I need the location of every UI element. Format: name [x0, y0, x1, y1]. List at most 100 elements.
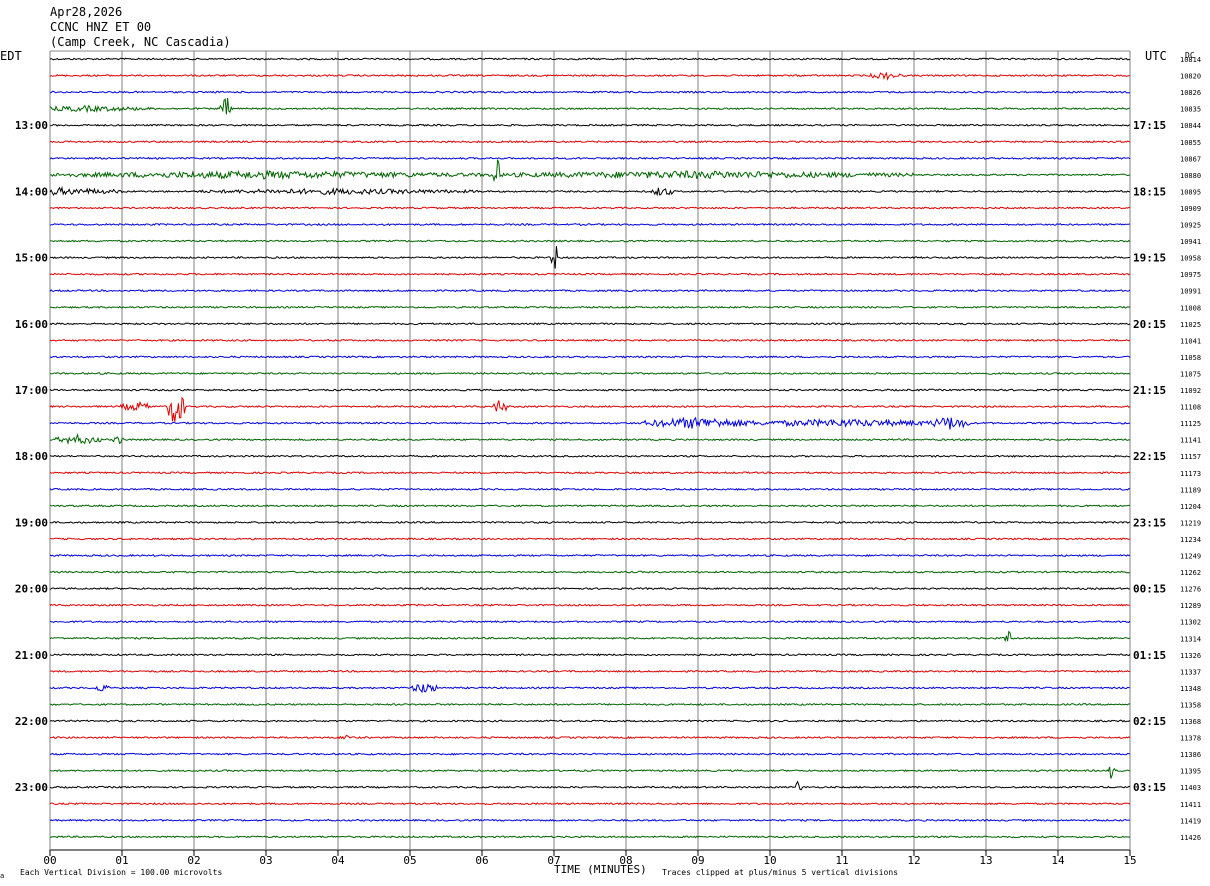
left-time-label: 18:00: [15, 450, 48, 463]
header-station: CCNC HNZ ET 00: [50, 20, 151, 34]
dc-offset-label: 11092: [1180, 387, 1201, 395]
trace-row: [49, 416, 1131, 430]
dc-offset-label: 11189: [1180, 486, 1201, 494]
right-time-label: 21:15: [1133, 384, 1166, 397]
x-tick-label: 08: [619, 854, 632, 867]
trace-row: [49, 818, 1131, 822]
x-tick-label: 03: [259, 854, 272, 867]
dc-offset-label: 10909: [1180, 205, 1201, 213]
footer-corner-mark: a: [0, 872, 4, 880]
x-tick-label: 10: [763, 854, 776, 867]
dc-offset-label: 11125: [1180, 420, 1201, 428]
left-time-label: 15:00: [15, 252, 48, 265]
trace-row: [49, 487, 1131, 491]
left-time-label: 22:00: [15, 715, 48, 728]
trace-row: [49, 156, 1131, 160]
trace-row: [49, 338, 1131, 342]
trace-row: [49, 239, 1131, 243]
trace-row: [49, 140, 1131, 144]
dc-offset-label: 11386: [1180, 751, 1201, 759]
x-tick-label: 15: [1123, 854, 1136, 867]
dc-offset-label: 10895: [1180, 188, 1201, 196]
trace-row: [49, 802, 1131, 806]
dc-offset-label: 11403: [1180, 784, 1201, 792]
seismic-traces: [49, 57, 1131, 839]
dc-offset-label: 11173: [1180, 470, 1201, 478]
trace-row: [49, 620, 1131, 624]
dc-offset-label: 10975: [1180, 271, 1201, 279]
dc-offset-label: 10958: [1180, 255, 1201, 263]
dc-offset-label: 11395: [1180, 768, 1201, 776]
right-time-label: 23:15: [1133, 516, 1166, 529]
right-time-label: 20:15: [1133, 318, 1166, 331]
trace-row: [49, 388, 1131, 392]
trace-row: [49, 97, 1131, 115]
dc-offset-label: 11337: [1180, 668, 1201, 676]
x-tick-label: 13: [979, 854, 992, 867]
left-time-label: 20:00: [15, 583, 48, 596]
trace-row: [49, 185, 1131, 197]
right-time-label: 19:15: [1133, 252, 1166, 265]
dc-offset-label: 10925: [1180, 222, 1201, 230]
trace-row: [49, 702, 1130, 706]
footer-scale-note: Each Vertical Division = 100.00 microvol…: [20, 868, 222, 877]
dc-offset-label: 10835: [1180, 106, 1201, 114]
dc-offset-label: 11358: [1180, 701, 1201, 709]
right-time-label: 22:15: [1133, 450, 1166, 463]
trace-row: [49, 603, 1131, 607]
left-time-label: 16:00: [15, 318, 48, 331]
x-tick-label: 04: [331, 854, 345, 867]
x-tick-label: 09: [691, 854, 704, 867]
dc-offset-label: 11219: [1180, 519, 1201, 527]
dc-offset-label: 11108: [1180, 404, 1201, 412]
trace-row: [49, 504, 1130, 508]
dc-offset-label: 11249: [1180, 553, 1201, 561]
x-tick-label: 07: [547, 854, 560, 867]
trace-row: [49, 246, 1131, 269]
trace-row: [49, 355, 1131, 359]
left-timezone-label: EDT: [0, 49, 22, 63]
header-location: (Camp Creek, NC Cascadia): [50, 35, 231, 49]
dc-offset-label: 11058: [1180, 354, 1201, 362]
left-time-label: 14:00: [15, 185, 48, 198]
dc-offset-label: 11326: [1180, 652, 1201, 660]
right-time-label: 17:15: [1133, 119, 1166, 132]
trace-row: [49, 432, 1131, 445]
right-time-label: 00:15: [1133, 583, 1166, 596]
dc-offset-label: 10867: [1180, 155, 1201, 163]
dc-offset-label: 11348: [1180, 685, 1201, 693]
dc-offset-label: 11378: [1180, 735, 1201, 743]
dc-offset-label: 10991: [1180, 288, 1201, 296]
dc-offset-label: 11141: [1180, 437, 1201, 445]
trace-row: [49, 766, 1130, 779]
left-time-label: 23:00: [15, 781, 48, 794]
left-time-label: 17:00: [15, 384, 48, 397]
trace-row: [49, 537, 1131, 541]
right-timezone-label: UTC: [1145, 49, 1167, 63]
trace-row: [49, 289, 1131, 293]
x-tick-label: 01: [115, 854, 128, 867]
trace-row: [49, 371, 1131, 375]
trace-row: [49, 630, 1131, 643]
dc-offset-label: 10820: [1180, 73, 1201, 81]
dc-offset-label: 10844: [1180, 122, 1201, 130]
trace-row: [49, 206, 1131, 210]
trace-row: [49, 272, 1131, 276]
right-time-label: 02:15: [1133, 715, 1166, 728]
dc-offset-label: 10826: [1180, 89, 1201, 97]
trace-row: [49, 780, 1131, 791]
right-time-label: 03:15: [1133, 781, 1166, 794]
x-tick-label: 12: [907, 854, 920, 867]
trace-row: [49, 454, 1131, 458]
dc-offset-label: 11314: [1180, 635, 1201, 643]
dc-offset-label: 10941: [1180, 238, 1201, 246]
trace-row: [49, 90, 1131, 94]
dc-offset-label: 11276: [1180, 586, 1201, 594]
trace-row: [50, 752, 1131, 756]
trace-row: [49, 520, 1131, 524]
dc-offset-label: 11302: [1180, 619, 1201, 627]
trace-row: [49, 305, 1131, 309]
trace-row: [49, 57, 1131, 61]
trace-row: [49, 653, 1131, 657]
